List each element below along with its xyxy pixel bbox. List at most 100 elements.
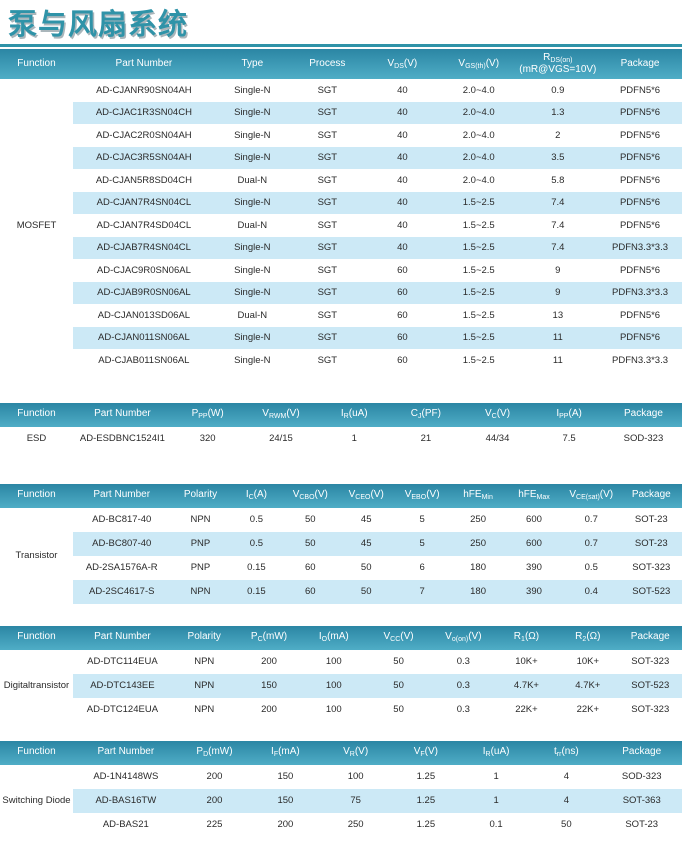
- table-cell: PDFN3.3*3.3: [598, 349, 682, 372]
- table-cell: NPN: [172, 674, 237, 698]
- table-cell: AD-BC807-40: [73, 532, 171, 556]
- title-underline: [0, 44, 682, 47]
- table-cell: PDFN3.3*3.3: [598, 237, 682, 260]
- table-cell: 5: [394, 508, 450, 532]
- table-cell: 0.5: [231, 508, 283, 532]
- column-header: IR(uA): [318, 403, 390, 427]
- table-cell: Single-N: [215, 282, 290, 305]
- table-cell: PDFN5*6: [598, 259, 682, 282]
- table-cell: 2.0~4.0: [440, 102, 518, 125]
- table-cell: 2.0~4.0: [440, 147, 518, 170]
- table-cell: 11: [518, 349, 598, 372]
- table-cell: AD-CJAB011SN06AL: [73, 349, 215, 372]
- table-cell: SOT-523: [621, 580, 682, 604]
- table-cell: AD-1N4148WS: [73, 765, 179, 789]
- table-cell: 0.15: [231, 556, 283, 580]
- table-cell: 0.7: [562, 508, 621, 532]
- column-header: VDS(V): [365, 49, 440, 79]
- function-label: ESD: [0, 427, 73, 451]
- table-cell: 390: [506, 556, 562, 580]
- table-cell: 50: [366, 698, 431, 722]
- column-header: VCC(V): [366, 626, 431, 650]
- table-cell: SGT: [290, 282, 365, 305]
- table-cell: 7.4: [518, 192, 598, 215]
- table-cell: AD-CJAC3R5SN04AH: [73, 147, 215, 170]
- table-cell: SGT: [290, 147, 365, 170]
- table-cell: 180: [450, 580, 506, 604]
- table-cell: 1.5~2.5: [440, 282, 518, 305]
- table-cell: Single-N: [215, 327, 290, 350]
- table-cell: PDFN5*6: [598, 169, 682, 192]
- function-label: Switching Diode: [0, 765, 73, 837]
- table-cell: 250: [321, 813, 391, 837]
- table-cell: SOT-523: [619, 674, 682, 698]
- table-cell: 60: [365, 282, 440, 305]
- table-cell: SGT: [290, 304, 365, 327]
- table-cell: SGT: [290, 349, 365, 372]
- table-cell: Single-N: [215, 79, 290, 102]
- table-cell: 75: [321, 789, 391, 813]
- table-cell: 1.25: [391, 765, 461, 789]
- column-header: IPP(A): [533, 403, 605, 427]
- table-cell: 5.8: [518, 169, 598, 192]
- table-cell: 600: [506, 508, 562, 532]
- column-header: VEBO(V): [394, 484, 450, 508]
- column-header: VCBO(V): [282, 484, 338, 508]
- column-header: Polarity: [170, 484, 230, 508]
- table-cell: AD-DTC114EUA: [73, 650, 172, 674]
- table-cell: 390: [506, 580, 562, 604]
- table-cell: SOT-323: [621, 556, 682, 580]
- table-cell: SOT-23: [601, 813, 682, 837]
- table-cell: PDFN5*6: [598, 124, 682, 147]
- page-title: 泵与风扇系统: [8, 8, 682, 42]
- table-cell: AD-CJAB9R0SN06AL: [73, 282, 215, 305]
- table-cell: AD-CJAC9R0SN06AL: [73, 259, 215, 282]
- table-cell: SGT: [290, 169, 365, 192]
- table-cell: 2.0~4.0: [440, 124, 518, 147]
- column-header: VRWM(V): [243, 403, 318, 427]
- table-cell: 250: [450, 508, 506, 532]
- table-cell: 200: [237, 650, 302, 674]
- table-cell: 4.7K+: [557, 674, 618, 698]
- table-cell: AD-CJAC2R0SN04AH: [73, 124, 215, 147]
- table-cell: 22K+: [557, 698, 618, 722]
- table-cell: 4: [531, 789, 601, 813]
- table-cell: AD-BAS16TW: [73, 789, 179, 813]
- table-cell: 100: [321, 765, 391, 789]
- table-cell: Single-N: [215, 147, 290, 170]
- table-cell: 4: [531, 765, 601, 789]
- column-header: Polarity: [172, 626, 237, 650]
- table-cell: 250: [450, 532, 506, 556]
- table-cell: 50: [338, 580, 394, 604]
- table-cell: 320: [172, 427, 244, 451]
- table-cell: 10K+: [557, 650, 618, 674]
- table-cell: 200: [179, 789, 251, 813]
- table-cell: SGT: [290, 192, 365, 215]
- table-cell: 50: [531, 813, 601, 837]
- table-cell: Single-N: [215, 102, 290, 125]
- column-header: Function: [0, 484, 73, 508]
- table-cell: Single-N: [215, 349, 290, 372]
- column-header: VF(V): [391, 741, 461, 765]
- table-cell: SGT: [290, 259, 365, 282]
- table-cell: 0.4: [562, 580, 621, 604]
- table-cell: SGT: [290, 237, 365, 260]
- table-cell: SOD-323: [605, 427, 682, 451]
- table-cell: 40: [365, 102, 440, 125]
- table-cell: 1: [461, 789, 531, 813]
